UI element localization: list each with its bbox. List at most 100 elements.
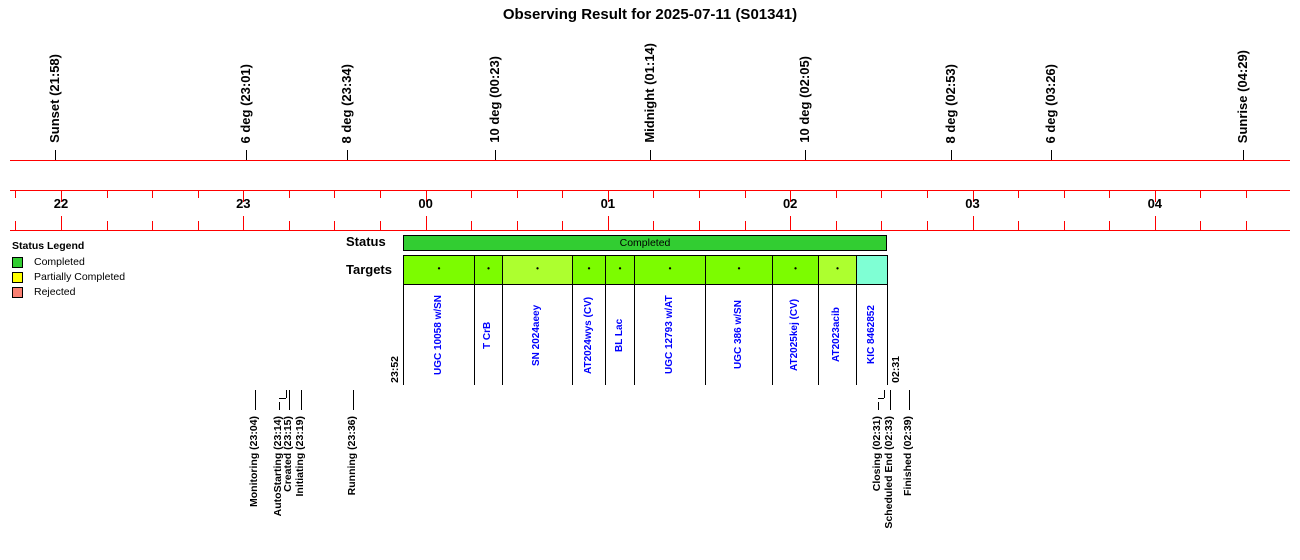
chart-title: Observing Result for 2025-07-11 (S01341) xyxy=(502,6,798,23)
target-cell: • xyxy=(502,255,573,285)
legend-swatch xyxy=(12,256,23,268)
target-divider xyxy=(474,285,475,385)
event-tick xyxy=(346,150,348,160)
target-name[interactable]: AT2025kej (CV) xyxy=(789,298,800,372)
axis-tick-bottom xyxy=(1018,221,1020,230)
hour-label: 22 xyxy=(53,196,69,211)
event-label: Scheduled End (02:33) xyxy=(883,416,896,529)
axis-tick-bottom xyxy=(61,216,62,230)
legend-item-completed: Completed xyxy=(12,256,85,268)
event-label: 8 deg (02:53) xyxy=(943,63,959,143)
hour-label: 02 xyxy=(782,196,798,211)
target-name[interactable]: SN 2024aeey xyxy=(531,304,542,366)
event-label: 8 deg (23:34) xyxy=(338,63,354,143)
axis-tick-bottom xyxy=(744,221,746,230)
axis-tick-top xyxy=(744,190,746,198)
event-tick xyxy=(246,150,248,160)
axis-tick-bottom xyxy=(835,221,837,230)
event-label: 10 deg (02:05) xyxy=(797,56,813,143)
axis-tick-top xyxy=(106,190,108,198)
axis-tick-top xyxy=(471,190,473,198)
target-name[interactable]: KIC 8462852 xyxy=(865,305,877,365)
event-label: Monitoring (23:04) xyxy=(248,416,261,507)
legend-item-partially-completed: Partially Completed xyxy=(12,271,125,283)
target-divider xyxy=(705,285,706,385)
target-name[interactable]: AT2024wys (CV) xyxy=(582,296,594,374)
target-name[interactable]: UGC 10058 w/SN xyxy=(432,294,444,376)
event-tick xyxy=(951,150,953,160)
target-cell: • xyxy=(818,255,857,285)
target-cell: • xyxy=(634,255,706,285)
event-tick xyxy=(650,150,652,160)
event-tick xyxy=(805,150,807,160)
axis-tick-top xyxy=(15,190,17,198)
axis-tick-bottom xyxy=(15,221,17,230)
event-axis-line xyxy=(10,160,1290,161)
status-row-label: Status xyxy=(346,234,386,249)
event-tick xyxy=(352,390,354,410)
axis-tick-bottom xyxy=(1109,221,1111,230)
axis-tick-top xyxy=(1200,190,1202,198)
axis-tick-bottom xyxy=(106,221,108,230)
axis-tick-top xyxy=(790,190,792,202)
event-tick xyxy=(495,150,497,160)
target-name[interactable]: T CrB xyxy=(482,321,493,349)
hour-label: 04 xyxy=(1147,196,1163,211)
axis-tick-top xyxy=(380,190,382,198)
axis-tick-top xyxy=(1245,190,1247,198)
axis-tick-bottom xyxy=(790,216,792,230)
target-name[interactable]: UGC 386 w/SN xyxy=(732,300,744,370)
target-name[interactable]: AT2023acib xyxy=(831,307,842,363)
event-label: Sunrise (04:29) xyxy=(1234,49,1250,143)
axis-tick-bottom xyxy=(197,221,199,230)
event-tick xyxy=(301,390,303,410)
axis-tick-bottom xyxy=(881,221,883,230)
legend-label: Rejected xyxy=(34,286,76,298)
axis-tick-top xyxy=(926,190,928,198)
target-divider xyxy=(772,285,773,385)
target-divider xyxy=(403,285,404,385)
event-label: 10 deg (00:23) xyxy=(487,56,503,143)
axis-tick-top xyxy=(653,190,655,198)
event-tick xyxy=(54,150,56,160)
legend-swatch xyxy=(12,286,23,298)
axis-tick-top xyxy=(699,190,701,198)
target-divider xyxy=(572,285,573,385)
axis-tick-top xyxy=(61,190,62,202)
axis-tick-bottom xyxy=(152,221,154,230)
target-name[interactable]: BL Lac xyxy=(613,318,625,352)
axis-tick-bottom xyxy=(380,221,382,230)
event-tick xyxy=(908,390,910,410)
event-label: 6 deg (03:26) xyxy=(1043,63,1059,143)
axis-tick-bottom xyxy=(1245,221,1247,230)
hour-label: 00 xyxy=(418,196,433,211)
event-label: Running (23:36) xyxy=(345,416,358,496)
event-tick xyxy=(1051,150,1053,160)
target-cell xyxy=(856,255,888,285)
axis-tick-bottom xyxy=(926,221,928,230)
axis-tick-bottom xyxy=(699,221,701,230)
hour-axis-top-line xyxy=(10,190,1290,191)
target-cell: • xyxy=(403,255,475,285)
axis-tick-bottom xyxy=(516,221,518,230)
legend-label: Partially Completed xyxy=(34,271,126,283)
legend-item-rejected: Rejected xyxy=(12,286,75,298)
legend-title: Status Legend xyxy=(12,240,85,252)
event-label: 6 deg (23:01) xyxy=(238,63,254,143)
axis-tick-bottom xyxy=(562,221,564,230)
event-tick xyxy=(1242,150,1244,160)
event-label: Closing (02:31) xyxy=(871,416,884,492)
event-tick xyxy=(255,390,257,410)
axis-tick-top xyxy=(562,190,564,198)
target-name[interactable]: UGC 12793 w/AT xyxy=(663,295,675,375)
event-tick xyxy=(884,390,886,398)
legend-label: Completed xyxy=(34,256,85,268)
axis-tick-top xyxy=(607,190,609,202)
axis-tick-top xyxy=(288,190,290,198)
axis-tick-top xyxy=(1018,190,1020,198)
target-cell: • xyxy=(705,255,773,285)
target-divider xyxy=(605,285,606,385)
axis-tick-bottom xyxy=(288,221,290,230)
axis-tick-top xyxy=(425,190,427,202)
